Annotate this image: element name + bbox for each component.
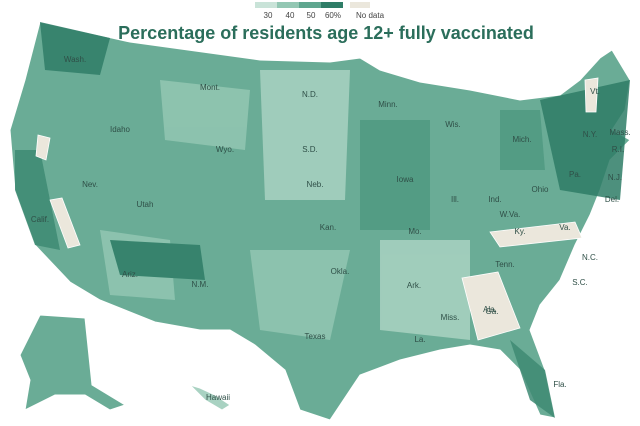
state-label: S.C. [572, 278, 588, 287]
state-label: Pa. [569, 170, 581, 179]
alaska [19, 314, 127, 411]
legend: 30 40 50 60% No data [255, 2, 385, 20]
legend-swatch [277, 2, 299, 8]
title: Percentage of residents age 12+ fully va… [118, 23, 534, 43]
state-label: Ala. [483, 305, 497, 314]
state-label: Fla. [553, 380, 566, 389]
state-labels: Wash. Idaho Mont. Wyo. Nev. Utah Calif. Ariz. N.… [31, 55, 631, 402]
state-label: Mich. [512, 135, 531, 144]
legend-label: 50 [307, 11, 316, 20]
state-label: Hawaii [206, 393, 230, 402]
state-label: N.J. [608, 173, 622, 182]
state-label: Minn. [378, 100, 398, 109]
state-label: Idaho [110, 125, 131, 134]
state-label: Okla. [331, 267, 350, 276]
state-label: Tenn. [495, 260, 515, 269]
state-label: N.C. [582, 253, 598, 262]
state-label: Wyo. [216, 145, 234, 154]
state-label: Neb. [307, 180, 324, 189]
legend-swatch [350, 2, 370, 8]
state-label: Calif. [31, 215, 49, 224]
hawaii [189, 384, 231, 411]
legend-swatch [321, 2, 343, 8]
state-label: Ohio [532, 185, 549, 194]
state-label: Del. [605, 195, 619, 204]
legend-swatch [299, 2, 321, 8]
state-label: La. [414, 335, 425, 344]
state-label: Mass. [609, 128, 630, 137]
state-label: Ind. [488, 195, 501, 204]
legend-swatch [255, 2, 277, 8]
state-label: R.I. [612, 145, 624, 154]
legend-label: 40 [286, 11, 295, 20]
state-label: Ky. [515, 227, 526, 236]
state-label: Va. [559, 223, 570, 232]
state-label: Utah [137, 200, 154, 209]
state-label: Wis. [445, 120, 461, 129]
state-label: N.M. [192, 280, 209, 289]
state-label: Ill. [451, 195, 459, 204]
state-label: Ariz. [122, 270, 138, 279]
state-label: Mo. [408, 227, 421, 236]
state-label: Ga. [486, 307, 499, 316]
legend-label: No data [356, 11, 385, 20]
no-data-areas [35, 77, 599, 341]
state-label: Nev. [82, 180, 98, 189]
state-label: Kan. [320, 223, 336, 232]
state-label: N.D. [302, 90, 318, 99]
state-label: Ark. [407, 281, 421, 290]
state-label: Texas [305, 332, 326, 341]
county-patches [15, 22, 630, 418]
state-label: Iowa [397, 175, 414, 184]
legend-label: 60% [325, 11, 341, 20]
state-label: S.D. [302, 145, 318, 154]
state-label: N.Y. [583, 130, 598, 139]
state-label: Vt. [590, 87, 600, 96]
legend-label: 30 [264, 11, 273, 20]
state-label: Mont. [200, 83, 220, 92]
state-label: Miss. [441, 313, 460, 322]
state-label: W.Va. [500, 210, 521, 219]
state-label: Wash. [64, 55, 86, 64]
